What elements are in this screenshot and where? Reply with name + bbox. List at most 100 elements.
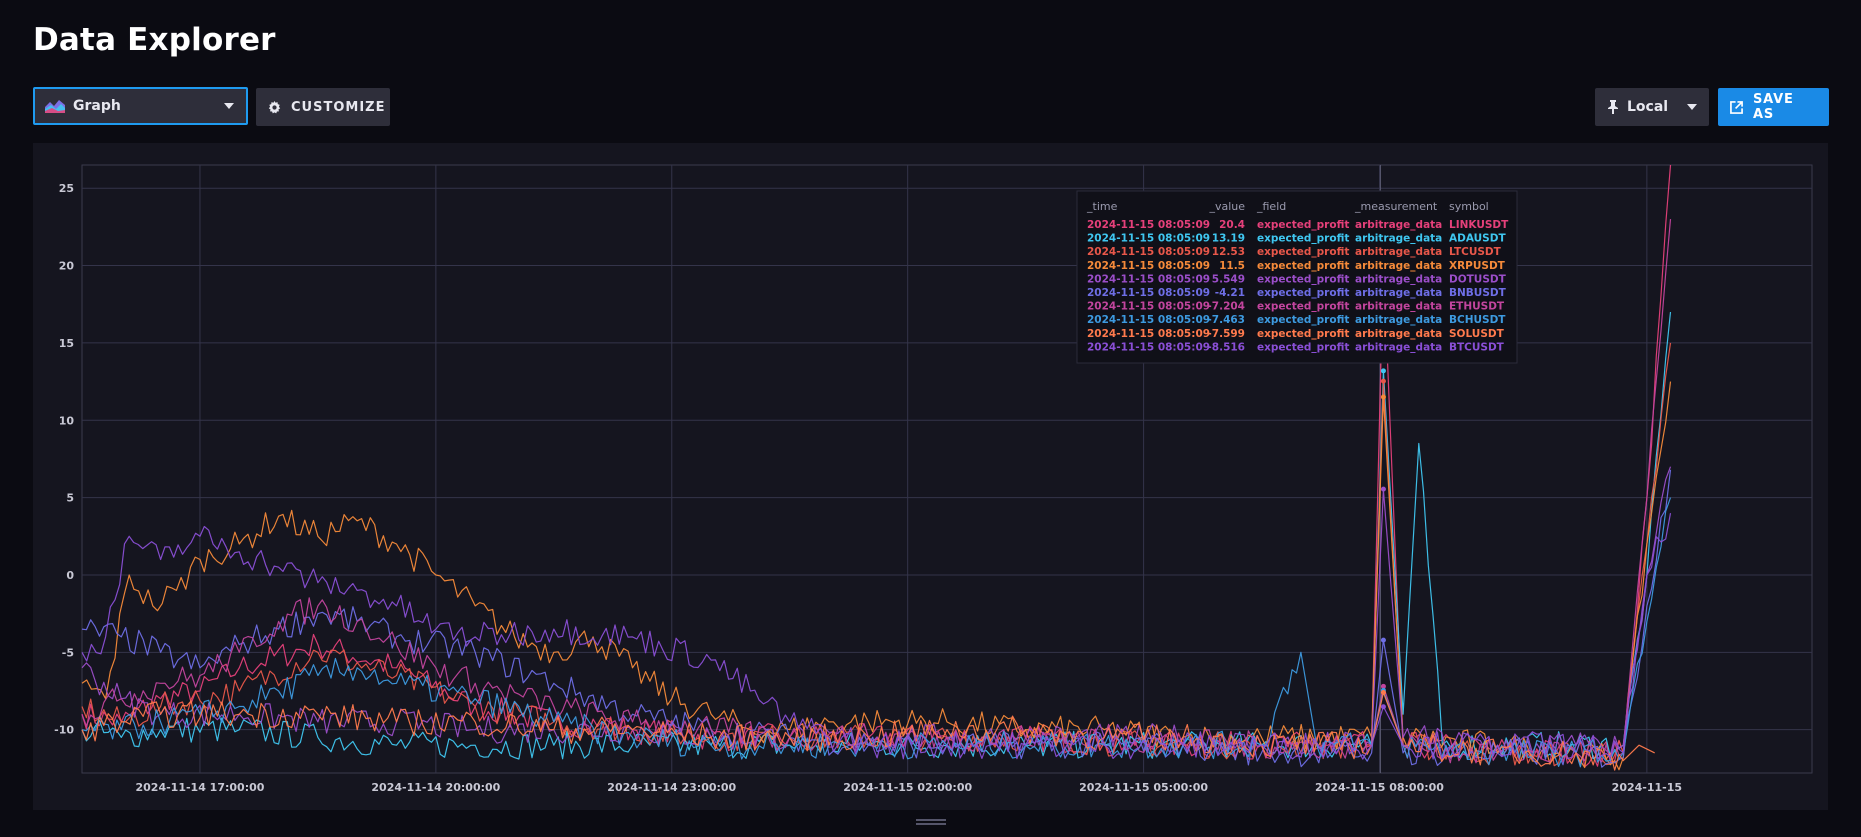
hover-point [1380,368,1386,374]
tooltip-cell: expected_profit [1257,273,1349,285]
tooltip-header: _measurement [1354,200,1438,213]
tooltip-cell: expected_profit [1257,341,1349,353]
x-tick-label: 2024-11-14 17:00:00 [135,781,264,794]
tooltip-cell: arbitrage_data [1355,246,1442,258]
tooltip-cell: -8.516 [1207,341,1245,353]
chevron-down-icon [1687,104,1697,110]
y-tick-label: 20 [59,260,75,273]
tooltip-cell: BNBUSDT [1449,287,1507,299]
tooltip-cell: expected_profit [1257,328,1349,340]
tooltip-cell: 2024-11-15 08:05:09 [1087,301,1210,313]
y-tick-label: -5 [62,646,74,659]
tooltip-cell: 5.549 [1212,273,1245,285]
graph-panel: 25 20 15 10 5 0 -5 -10 2024-11-14 17:00:00 2024-1… [33,143,1828,810]
tooltip-cell: expected_profit [1257,246,1349,258]
hover-point [1380,394,1386,400]
tooltip-cell: 2024-11-15 08:05:09 [1087,233,1210,245]
hover-point [1380,704,1386,710]
chevron-down-icon [224,103,234,109]
timezone-dropdown[interactable]: Local [1595,88,1709,126]
tooltip-header: _value [1208,200,1245,213]
x-tick-label: 2024-11-15 05:00:00 [1079,781,1208,794]
tooltip-header: _field [1256,200,1286,213]
series-line-bchusdt[interactable] [81,497,1672,768]
tooltip-cell: BTCUSDT [1449,341,1505,353]
tooltip-cell: expected_profit [1257,301,1349,313]
x-tick-label: 2024-11-14 23:00:00 [607,781,736,794]
tooltip-cell: arbitrage_data [1355,260,1442,272]
tooltip-cell: BCHUSDT [1449,314,1506,326]
tooltip-cell: -4.21 [1215,287,1245,299]
tooltip-cell: expected_profit [1257,260,1349,272]
tooltip-cell: 11.5 [1219,260,1245,272]
hover-point [1380,378,1386,384]
x-tick-label: 2024-11-15 08:00:00 [1315,781,1444,794]
hover-point [1380,683,1386,689]
tooltip-cell: 2024-11-15 08:05:09 [1087,260,1210,272]
plot-frame [81,164,1813,774]
tooltip-cell: ADAUSDT [1449,233,1506,245]
y-tick-label: 25 [59,182,74,195]
tooltip-cell: 12.53 [1212,246,1245,258]
x-tick-label: 2024-11-15 [1612,781,1682,794]
panel-resize-handle[interactable] [916,819,946,827]
tooltip-cell: expected_profit [1257,233,1349,245]
tooltip-cell: expected_profit [1257,219,1349,231]
page-title: Data Explorer [33,22,276,58]
tooltip-cell: 2024-11-15 08:05:09 [1087,273,1210,285]
gear-icon [268,100,281,114]
tooltip-header: _time [1086,200,1118,213]
timezone-label: Local [1627,99,1669,115]
series-line-xrpusdt[interactable] [81,381,1672,771]
tooltip-cell: XRPUSDT [1449,260,1506,272]
tooltip-cell: arbitrage_data [1355,287,1442,299]
tooltip-cell: 2024-11-15 08:05:09 [1087,341,1210,353]
customize-label: CUSTOMIZE [291,99,386,115]
line-chart[interactable]: 25 20 15 10 5 0 -5 -10 2024-11-14 17:00:00 2024-1… [33,143,1828,810]
series-line-ltcusdt[interactable] [81,342,1672,767]
tooltip-cell: arbitrage_data [1355,301,1442,313]
tooltip-cell: arbitrage_data [1355,314,1442,326]
tooltip-cell: ETHUSDT [1449,301,1505,313]
tooltip-cell: -7.463 [1207,314,1245,326]
tooltip-cell: 2024-11-15 08:05:09 [1087,219,1210,231]
tooltip-cell: 2024-11-15 08:05:09 [1087,328,1210,340]
y-tick-label: 0 [66,569,74,582]
customize-button[interactable]: CUSTOMIZE [256,88,390,126]
x-tick-label: 2024-11-14 20:00:00 [371,781,500,794]
series-line-dotusdt[interactable] [81,466,1672,758]
tooltip-cell: 2024-11-15 08:05:09 [1087,287,1210,299]
tooltip-cell: 2024-11-15 08:05:09 [1087,246,1210,258]
view-type-dropdown[interactable]: Graph [33,87,248,125]
hover-tooltip: _time _value _field _measurement symbol 2024-… [1076,190,1518,364]
tooltip-cell: LTCUSDT [1449,246,1502,258]
tooltip-cell: arbitrage_data [1355,219,1442,231]
tooltip-cell: 20.4 [1219,219,1245,231]
series-line-adausdt[interactable] [81,311,1672,760]
tooltip-cell: arbitrage_data [1355,273,1442,285]
tooltip-header: symbol [1449,200,1489,213]
hover-point [1380,690,1386,696]
external-link-icon [1730,100,1743,114]
tooltip-cell: arbitrage_data [1355,233,1442,245]
y-tick-label: 15 [59,337,74,350]
tooltip-cell: DOTUSDT [1449,273,1507,285]
view-type-label: Graph [73,98,121,114]
tooltip-cell: expected_profit [1257,287,1349,299]
hover-point [1380,637,1386,643]
tooltip-cell: SOLUSDT [1449,328,1505,340]
hover-point [1380,486,1386,492]
series-line-bnbusdt[interactable] [81,469,1672,768]
tooltip-cell: arbitrage_data [1355,341,1442,353]
pin-icon [1607,100,1619,114]
series-line-solusdt[interactable] [81,692,1655,771]
y-tick-label: 5 [66,492,74,505]
y-tick-label: 10 [59,414,75,427]
x-tick-label: 2024-11-15 02:00:00 [843,781,972,794]
tooltip-background [1076,190,1518,364]
area-chart-icon [45,99,65,113]
tooltip-cell: 13.19 [1212,233,1245,245]
save-as-button[interactable]: SAVE AS [1718,88,1829,126]
series-line-btcusdt[interactable] [81,512,1672,760]
save-as-label: SAVE AS [1753,92,1794,122]
